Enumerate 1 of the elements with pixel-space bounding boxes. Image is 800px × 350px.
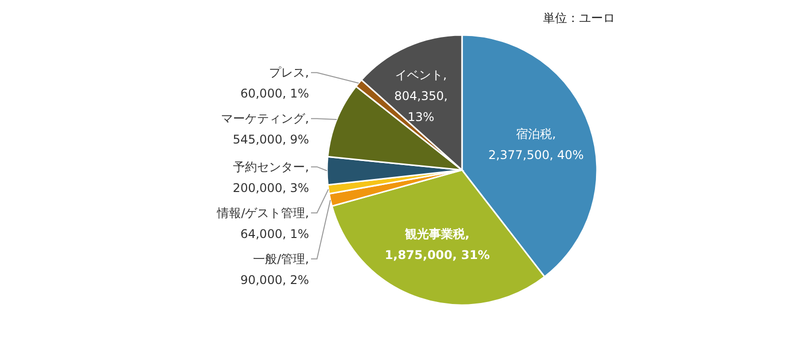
text: 単位：ユーロ <box>543 11 615 25</box>
